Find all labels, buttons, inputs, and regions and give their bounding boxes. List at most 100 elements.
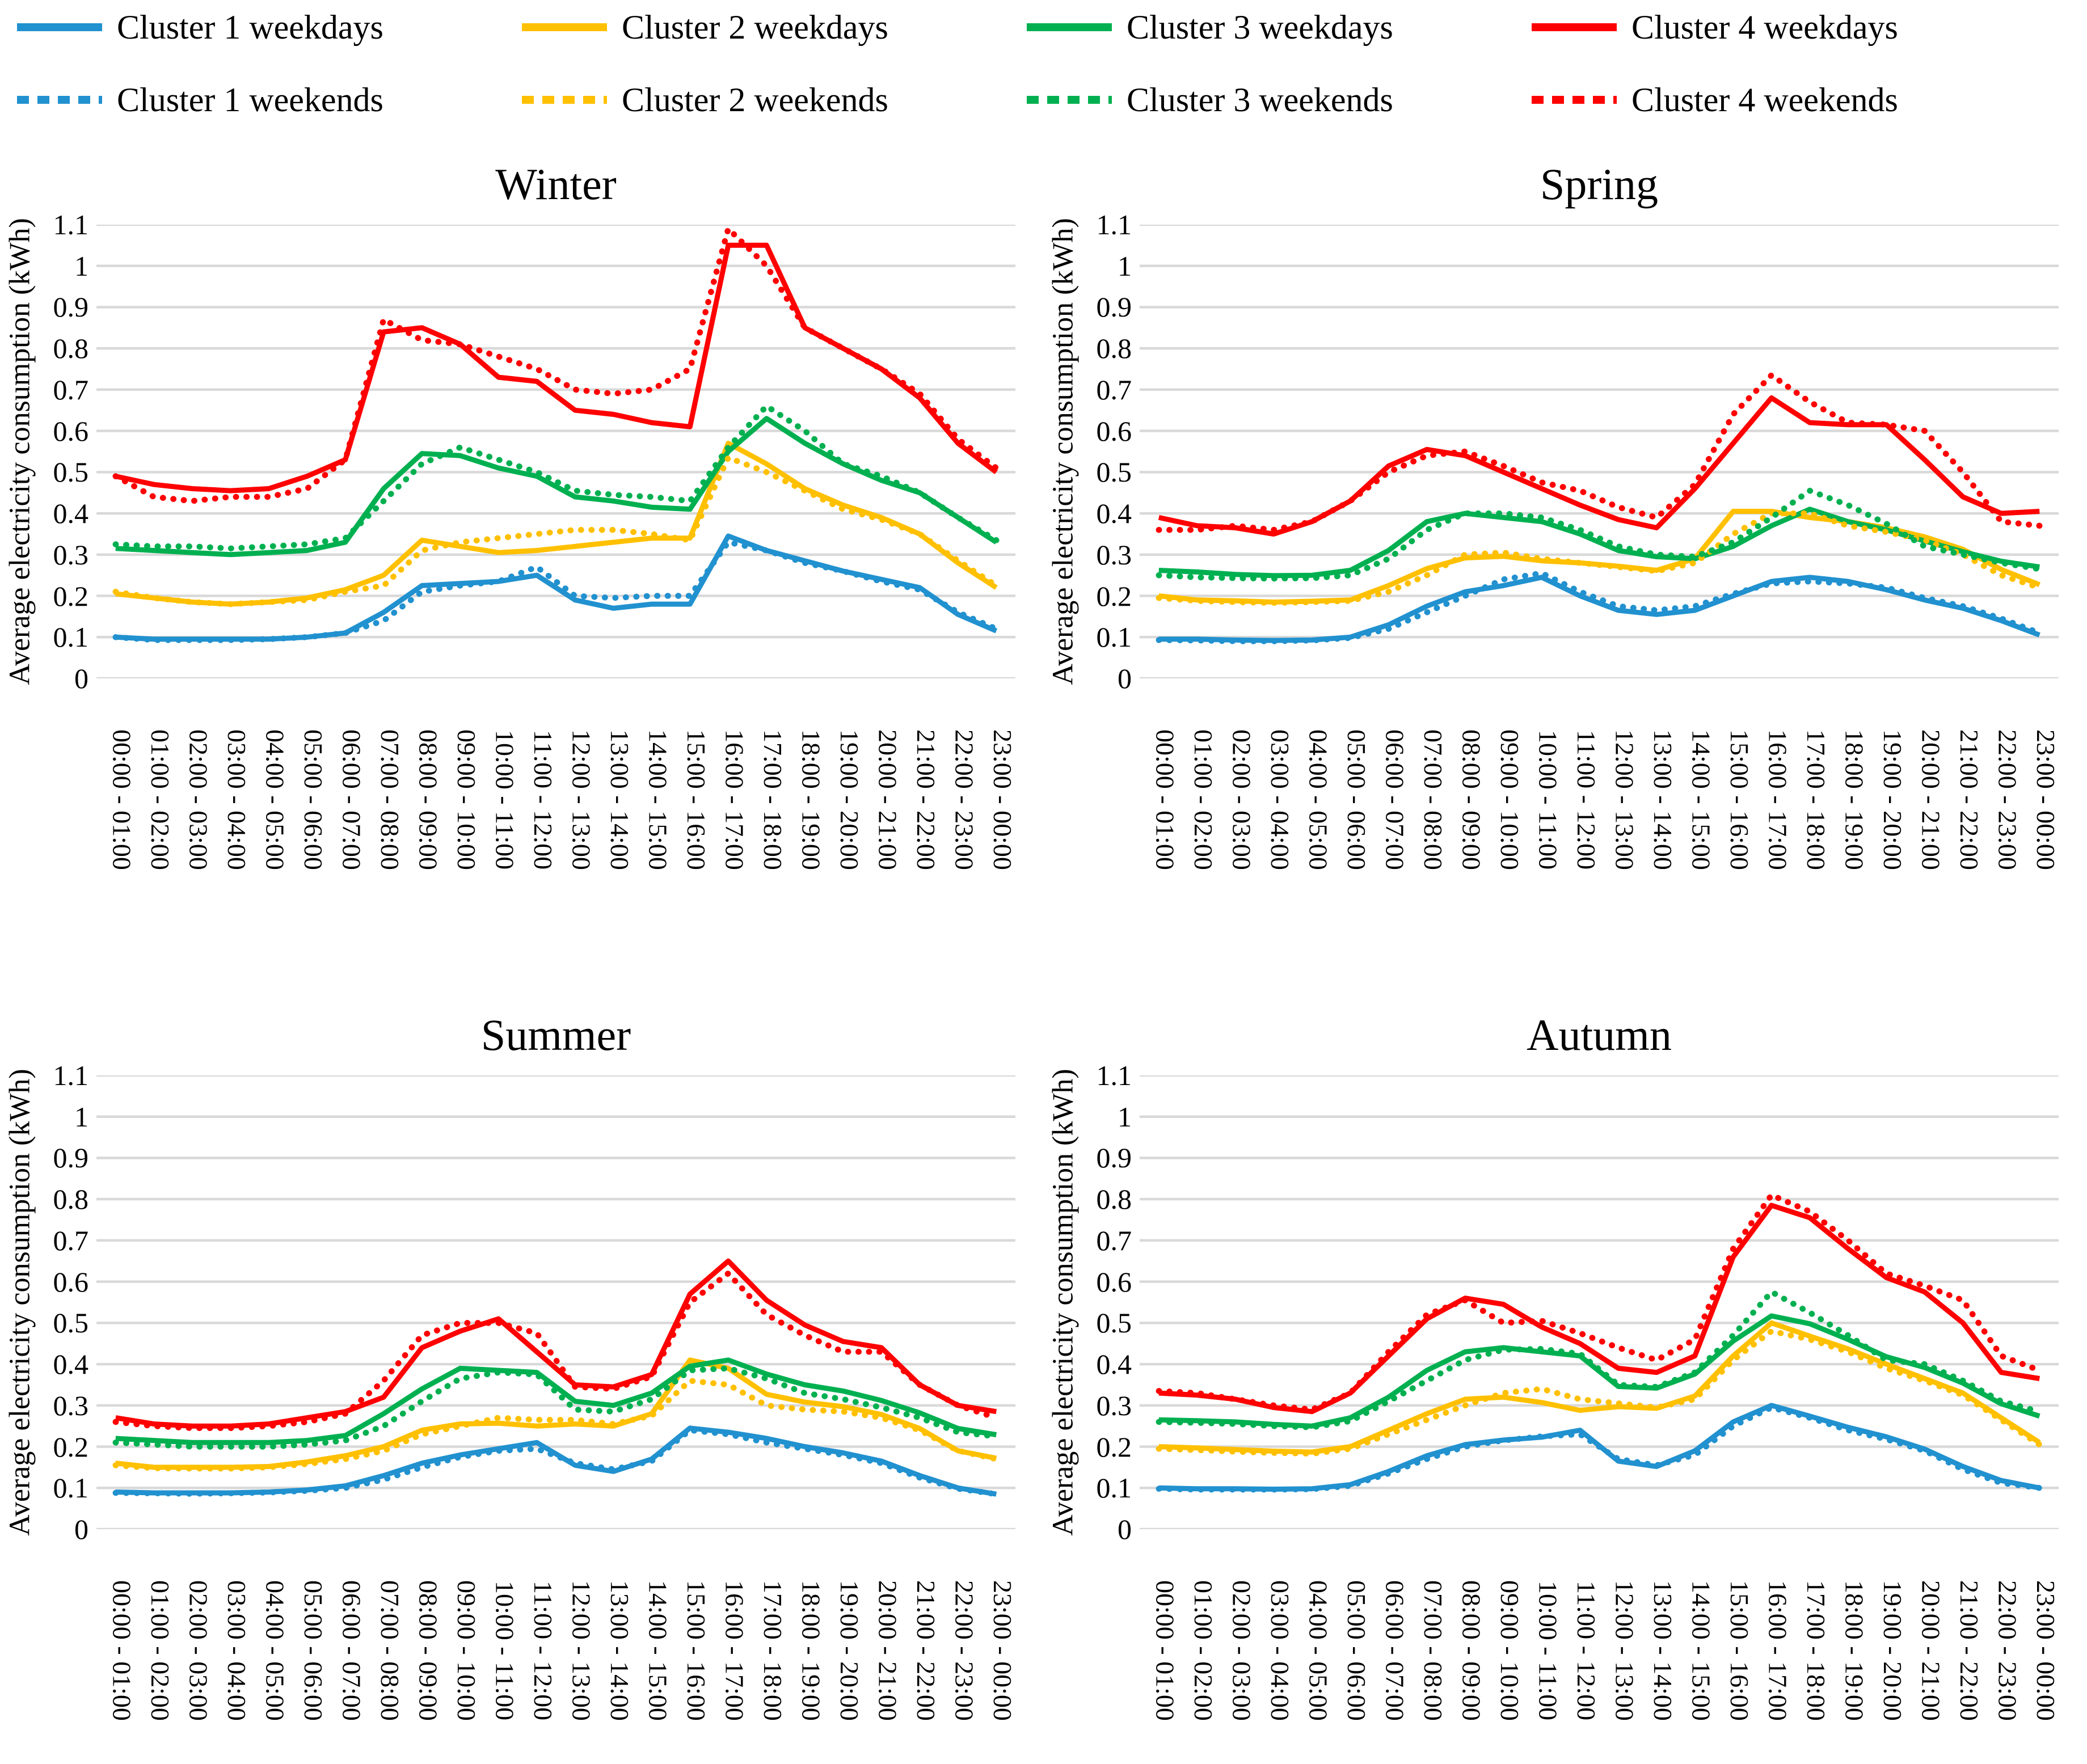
y-tick-label: 0.7 [1096, 1224, 1132, 1256]
x-tick-label: 02:00 - 03:00 [184, 1580, 213, 1721]
x-tick-label: 23:00 - 00:00 [2031, 1580, 2060, 1721]
series-cluster-1-weekends [1156, 1404, 2043, 1493]
y-tick-label: 0 [1118, 662, 1132, 694]
x-tick-label: 10:00 - 11:00 [1533, 1580, 1563, 1721]
y-axis-tick-labels: 1.1 1 0.9 0.8 0.7 0.6 0.5 0.4 0.3 0.2 0.1 0 [40, 209, 96, 694]
chart-winter: Winter Average electricity consumption (k… [0, 157, 1043, 922]
x-tick-label: 19:00 - 20:00 [1878, 1580, 1907, 1721]
x-tick-label: 01:00 - 02:00 [146, 729, 175, 870]
series-cluster-1-weekdays [115, 1425, 997, 1497]
x-tick-label: 22:00 - 23:00 [1993, 729, 2022, 870]
x-tick-label: 21:00 - 22:00 [1955, 729, 1984, 870]
x-tick-label: 20:00 - 21:00 [1916, 1580, 1946, 1721]
y-tick-label: 1.1 [1096, 209, 1132, 240]
x-tick-label: 02:00 - 03:00 [184, 729, 213, 870]
y-tick-label: 0.1 [53, 1472, 89, 1504]
dotted-line-swatch-icon [17, 96, 102, 104]
y-tick-label: 0.2 [1096, 1430, 1132, 1463]
y-tick-label: 0.8 [53, 332, 89, 365]
x-tick-label: 08:00 - 09:00 [414, 1580, 443, 1721]
x-tick-label: 17:00 - 18:00 [1802, 729, 1831, 870]
series-cluster-2-weekends [1156, 510, 2043, 606]
y-tick-label: 0.8 [53, 1183, 89, 1216]
chart-summer: Summer Average electricity consumption (k… [0, 1007, 1043, 1764]
x-tick-label: 15:00 - 16:00 [682, 1580, 711, 1721]
x-tick-label: 01:00 - 02:00 [1189, 729, 1218, 870]
x-axis-tick-labels: 00:00 - 01:00 01:00 - 02:00 02:00 - 03:00 0… [96, 678, 1018, 922]
chart-title: Autumn [1527, 1010, 1672, 1060]
x-tick-label: 03:00 - 04:00 [1266, 729, 1295, 870]
dotted-line-swatch-icon [1532, 96, 1617, 104]
x-tick-label: 20:00 - 21:00 [873, 1580, 903, 1721]
series-cluster-2-weekends [1156, 1328, 2043, 1457]
x-tick-label: 14:00 - 15:00 [643, 729, 673, 870]
x-tick-label: 20:00 - 21:00 [1916, 729, 1946, 870]
x-tick-label: 08:00 - 09:00 [1457, 1580, 1486, 1721]
x-tick-label: 01:00 - 02:00 [1189, 1580, 1218, 1721]
y-axis-tick-labels: 1.1 1 0.9 0.8 0.7 0.6 0.5 0.4 0.3 0.2 0.1 0 [1083, 209, 1140, 694]
series-cluster-4-weekends [112, 1270, 1000, 1432]
y-tick-label: 0.1 [1096, 621, 1132, 653]
legend-item-cluster-3-weekdays: Cluster 3 weekdays [1027, 10, 1532, 44]
series-cluster-1-weekdays [1158, 575, 2040, 643]
solid-line-swatch-icon [1532, 23, 1617, 31]
y-tick-label: 0.4 [1096, 497, 1132, 530]
legend-item-cluster-4-weekdays: Cluster 4 weekdays [1532, 10, 2037, 44]
x-tick-label: 23:00 - 00:00 [2031, 729, 2060, 870]
x-tick-label: 12:00 - 13:00 [1610, 729, 1639, 870]
y-tick-label: 0.7 [1096, 373, 1132, 406]
x-tick-label: 13:00 - 14:00 [605, 1580, 634, 1721]
x-tick-label: 03:00 - 04:00 [222, 1580, 251, 1721]
x-tick-label: 22:00 - 23:00 [950, 1580, 979, 1721]
y-tick-label: 0.2 [1096, 580, 1132, 612]
y-tick-label: 0.3 [53, 1389, 89, 1421]
series-cluster-4-weekdays [115, 242, 998, 493]
dotted-line-swatch-icon [1027, 96, 1112, 104]
x-tick-label: 17:00 - 18:00 [1802, 1580, 1831, 1721]
x-tick-label: 08:00 - 09:00 [1457, 729, 1486, 870]
y-tick-label: 0.1 [53, 621, 89, 653]
x-tick-label: 13:00 - 14:00 [1648, 1580, 1677, 1721]
plot-area [96, 225, 1015, 678]
x-tick-label: 09:00 - 10:00 [452, 1580, 481, 1721]
x-tick-label: 05:00 - 06:00 [299, 1580, 328, 1721]
x-tick-label: 22:00 - 23:00 [950, 729, 979, 870]
y-tick-label: 1 [1118, 1100, 1132, 1133]
x-tick-label: 20:00 - 21:00 [873, 729, 903, 870]
x-tick-label: 16:00 - 17:00 [720, 729, 749, 870]
x-tick-label: 21:00 - 22:00 [1955, 1580, 1984, 1721]
series-cluster-3-weekdays [115, 1357, 997, 1445]
y-tick-label: 0.7 [53, 1224, 89, 1256]
legend-item-cluster-1-weekends: Cluster 1 weekends [17, 83, 522, 117]
x-tick-label: 03:00 - 04:00 [222, 729, 251, 870]
x-tick-label: 06:00 - 07:00 [1380, 1580, 1410, 1721]
x-tick-label: 03:00 - 04:00 [1266, 1580, 1295, 1721]
series-cluster-1-weekends [112, 539, 1000, 643]
legend-item-cluster-2-weekdays: Cluster 2 weekdays [522, 10, 1027, 44]
x-tick-label: 10:00 - 11:00 [490, 729, 520, 870]
y-tick-label: 0.6 [1096, 415, 1132, 447]
x-tick-label: 14:00 - 15:00 [1687, 729, 1716, 870]
y-axis-title: Average electricity consumption (kWh) [1047, 1069, 1080, 1536]
solid-line-swatch-icon [1027, 23, 1112, 31]
chart-autumn: Autumn Average electricity consumption (k… [1043, 1007, 2086, 1764]
series-cluster-2-weekdays [1158, 509, 2040, 605]
series-cluster-3-weekdays [115, 416, 998, 558]
x-tick-label: 04:00 - 05:00 [1304, 729, 1333, 870]
x-tick-label: 00:00 - 01:00 [1150, 1580, 1180, 1721]
chart-title: Spring [1540, 159, 1659, 209]
x-tick-label: 17:00 - 18:00 [758, 729, 787, 870]
y-tick-label: 0 [74, 662, 88, 694]
x-tick-label: 07:00 - 08:00 [1419, 1580, 1448, 1721]
x-tick-label: 19:00 - 20:00 [1878, 729, 1907, 870]
x-tick-label: 12:00 - 13:00 [1610, 1580, 1639, 1721]
x-tick-label: 01:00 - 02:00 [146, 1580, 175, 1721]
legend-item-cluster-2-weekends: Cluster 2 weekends [522, 83, 1027, 117]
plot-area [96, 1075, 1015, 1529]
x-tick-label: 18:00 - 19:00 [796, 1580, 826, 1721]
x-tick-label: 04:00 - 05:00 [1304, 1580, 1333, 1721]
solid-line-swatch-icon [17, 23, 102, 31]
y-tick-label: 0.5 [1096, 1307, 1132, 1339]
x-tick-label: 16:00 - 17:00 [720, 1580, 749, 1721]
